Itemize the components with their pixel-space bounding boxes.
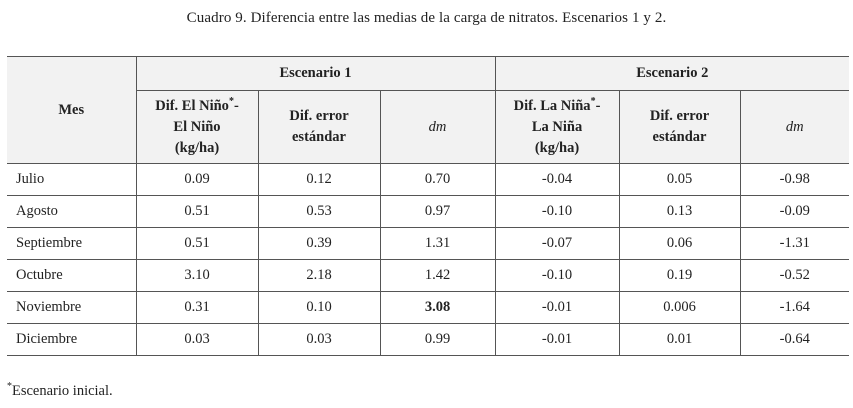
cell-dm-1: 0.97 bbox=[379, 195, 496, 228]
cell-dm-2: -0.98 bbox=[739, 163, 850, 196]
cell-error-2: 0.13 bbox=[618, 195, 741, 228]
cell-mes: Noviembre bbox=[7, 291, 137, 324]
header-dif-la-nina: Dif. La Niña*- La Niña (kg/ha) bbox=[494, 90, 620, 164]
cell-mes: Octubre bbox=[7, 259, 137, 292]
cell-mes: Diciembre bbox=[7, 323, 137, 356]
cell-mes: Julio bbox=[7, 163, 137, 196]
cell-dif-la-nina: -0.04 bbox=[494, 163, 620, 196]
cell-dif-la-nina: -0.01 bbox=[494, 323, 620, 356]
cell-dm-1: 0.99 bbox=[379, 323, 496, 356]
table-row: Noviembre 0.31 0.10 3.08 -0.01 0.006 -1.… bbox=[7, 291, 850, 324]
header-escenario-1: Escenario 1 bbox=[135, 56, 496, 91]
cell-dif-la-nina: -0.07 bbox=[494, 227, 620, 260]
cell-dm-2: -1.64 bbox=[739, 291, 850, 324]
cell-dm-1: 3.08 bbox=[379, 291, 496, 324]
cell-dm-1: 1.42 bbox=[379, 259, 496, 292]
cell-dif-el-nino: 0.51 bbox=[135, 227, 259, 260]
cell-error-1: 0.12 bbox=[257, 163, 381, 196]
table-row: Diciembre 0.03 0.03 0.99 -0.01 0.01 -0.6… bbox=[7, 323, 850, 356]
cell-dm-1: 0.70 bbox=[379, 163, 496, 196]
cell-error-2: 0.19 bbox=[618, 259, 741, 292]
cell-dm-2: -0.52 bbox=[739, 259, 850, 292]
cell-dif-el-nino: 3.10 bbox=[135, 259, 259, 292]
cell-dif-la-nina: -0.10 bbox=[494, 195, 620, 228]
header-dif-error-estandar-1: Dif. error estándar bbox=[257, 90, 381, 164]
footnote: *Escenario inicial. bbox=[7, 381, 113, 399]
header-mes: Mes bbox=[7, 56, 137, 164]
cell-dm-2: -1.31 bbox=[739, 227, 850, 260]
cell-mes: Agosto bbox=[7, 195, 137, 228]
cell-error-2: 0.006 bbox=[618, 291, 741, 324]
cell-dm-2: -0.64 bbox=[739, 323, 850, 356]
cell-dif-la-nina: -0.01 bbox=[494, 291, 620, 324]
table-caption: Cuadro 9. Diferencia entre las medias de… bbox=[186, 10, 667, 26]
cell-dm-1: 1.31 bbox=[379, 227, 496, 260]
cell-error-1: 0.03 bbox=[257, 323, 381, 356]
table-row: Agosto 0.51 0.53 0.97 -0.10 0.13 -0.09 bbox=[7, 195, 850, 228]
cell-error-1: 0.39 bbox=[257, 227, 381, 260]
table-row: Octubre 3.10 2.18 1.42 -0.10 0.19 -0.52 bbox=[7, 259, 850, 292]
cell-dif-el-nino: 0.51 bbox=[135, 195, 259, 228]
cell-error-2: 0.06 bbox=[618, 227, 741, 260]
header-dm-1: dm bbox=[379, 90, 496, 164]
nitrate-difference-table: Mes Escenario 1 Escenario 2 Dif. El Niño… bbox=[7, 56, 850, 356]
cell-error-1: 0.53 bbox=[257, 195, 381, 228]
cell-dif-la-nina: -0.10 bbox=[494, 259, 620, 292]
cell-error-2: 0.01 bbox=[618, 323, 741, 356]
cell-mes: Septiembre bbox=[7, 227, 137, 260]
cell-dif-el-nino: 0.31 bbox=[135, 291, 259, 324]
header-dif-el-nino: Dif. El Niño*- El Niño (kg/ha) bbox=[136, 90, 259, 164]
header-dif-error-estandar-2: Dif. error estándar bbox=[618, 90, 741, 164]
cell-dif-el-nino: 0.03 bbox=[135, 323, 259, 356]
cell-error-1: 0.10 bbox=[257, 291, 381, 324]
cell-error-2: 0.05 bbox=[618, 163, 741, 196]
cell-error-1: 2.18 bbox=[257, 259, 381, 292]
table-row: Septiembre 0.51 0.39 1.31 -0.07 0.06 -1.… bbox=[7, 227, 850, 260]
table-row: Julio 0.09 0.12 0.70 -0.04 0.05 -0.98 bbox=[7, 163, 850, 196]
cell-dm-2: -0.09 bbox=[739, 195, 850, 228]
cell-dif-el-nino: 0.09 bbox=[135, 163, 259, 196]
header-dm-2: dm bbox=[739, 90, 850, 164]
header-escenario-2: Escenario 2 bbox=[494, 56, 850, 91]
